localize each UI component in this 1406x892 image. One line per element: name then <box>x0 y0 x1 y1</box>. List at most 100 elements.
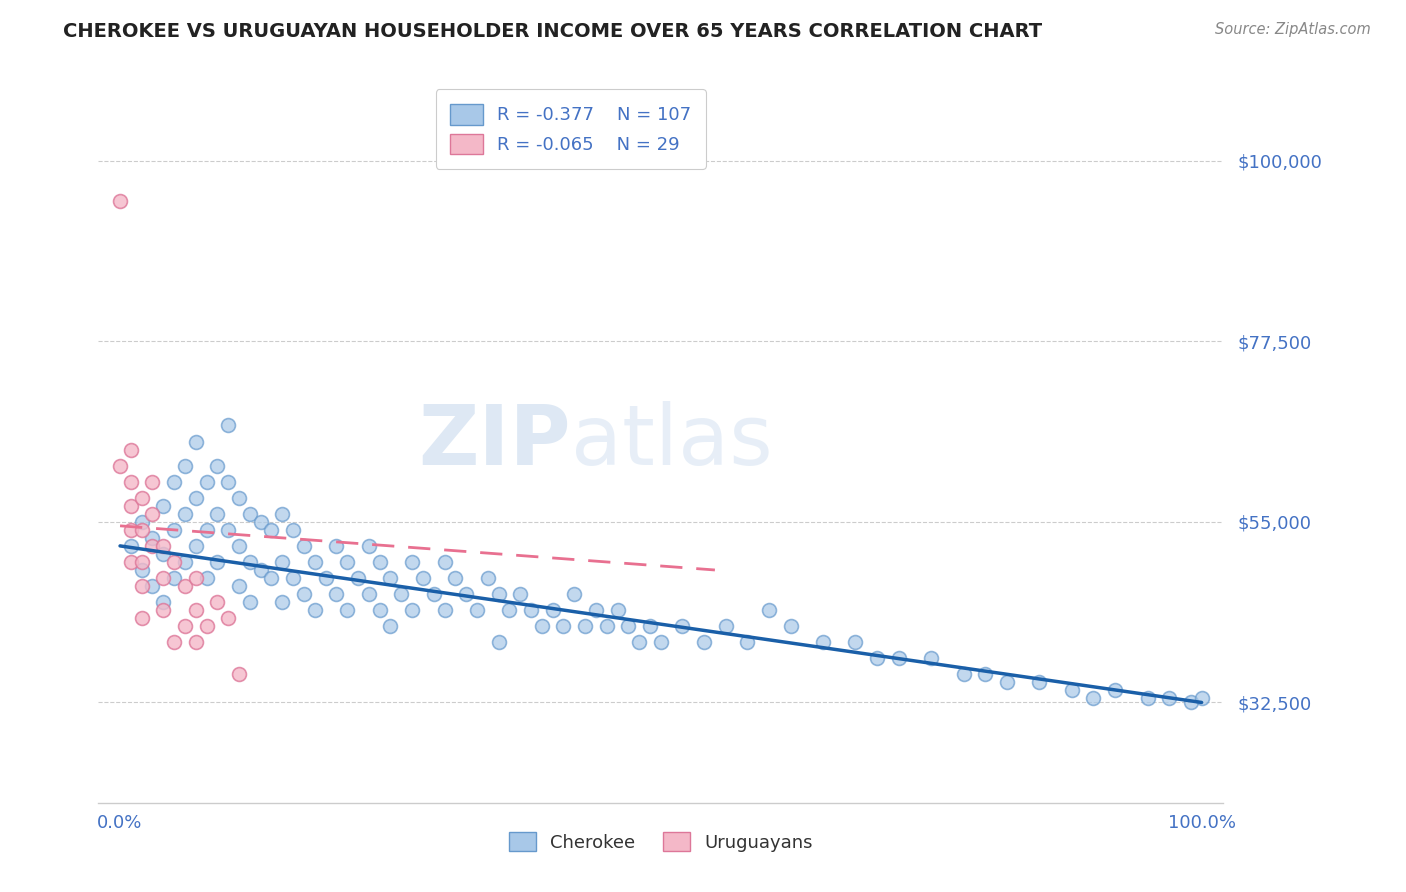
Point <box>174 507 197 521</box>
Point <box>574 619 596 633</box>
Point <box>174 458 197 473</box>
Point <box>1159 691 1181 706</box>
Text: ZIP: ZIP <box>419 401 571 482</box>
Point <box>920 651 942 665</box>
Point <box>292 539 315 553</box>
Point <box>628 635 651 649</box>
Point <box>887 651 910 665</box>
Point <box>357 539 380 553</box>
Point <box>1104 683 1126 698</box>
Point <box>758 603 780 617</box>
Point <box>228 539 250 553</box>
Point <box>217 418 239 433</box>
Point <box>368 603 391 617</box>
Point <box>131 491 153 505</box>
Point <box>141 507 163 521</box>
Point <box>737 635 759 649</box>
Point <box>368 555 391 569</box>
Point <box>207 555 229 569</box>
Point <box>779 619 801 633</box>
Point <box>184 603 207 617</box>
Point <box>498 603 520 617</box>
Point <box>380 619 402 633</box>
Point <box>304 603 326 617</box>
Point <box>163 555 186 569</box>
Point <box>163 571 186 585</box>
Point <box>357 587 380 601</box>
Point <box>108 194 131 208</box>
Point <box>553 619 575 633</box>
Point <box>714 619 737 633</box>
Point <box>184 635 207 649</box>
Point <box>336 603 359 617</box>
Point <box>120 442 142 457</box>
Point <box>131 579 153 593</box>
Point <box>217 475 239 489</box>
Point <box>281 523 304 537</box>
Point <box>174 619 197 633</box>
Point <box>152 603 174 617</box>
Point <box>207 507 229 521</box>
Point <box>131 523 153 537</box>
Point <box>131 555 153 569</box>
Point <box>811 635 834 649</box>
Point <box>195 571 218 585</box>
Text: atlas: atlas <box>571 401 772 482</box>
Point <box>541 603 564 617</box>
Point <box>488 635 510 649</box>
Point <box>844 635 866 649</box>
Point <box>152 571 174 585</box>
Point <box>217 611 239 625</box>
Point <box>1136 691 1159 706</box>
Point <box>401 555 423 569</box>
Point <box>120 555 142 569</box>
Point <box>131 563 153 577</box>
Point <box>433 603 456 617</box>
Point <box>520 603 543 617</box>
Point <box>336 555 359 569</box>
Point <box>163 475 186 489</box>
Text: CHEROKEE VS URUGUAYAN HOUSEHOLDER INCOME OVER 65 YEARS CORRELATION CHART: CHEROKEE VS URUGUAYAN HOUSEHOLDER INCOME… <box>63 22 1042 41</box>
Point <box>444 571 467 585</box>
Point <box>952 667 974 681</box>
Point <box>174 555 197 569</box>
Point <box>228 491 250 505</box>
Point <box>239 555 262 569</box>
Point <box>228 579 250 593</box>
Point <box>271 595 294 609</box>
Point <box>260 571 283 585</box>
Point <box>184 491 207 505</box>
Point <box>325 539 347 553</box>
Text: Source: ZipAtlas.com: Source: ZipAtlas.com <box>1215 22 1371 37</box>
Point <box>163 523 186 537</box>
Point <box>1180 696 1202 710</box>
Point <box>152 547 174 561</box>
Point <box>141 579 163 593</box>
Point <box>239 595 262 609</box>
Point <box>638 619 661 633</box>
Point <box>465 603 488 617</box>
Point <box>163 635 186 649</box>
Point <box>207 595 229 609</box>
Point <box>1191 691 1213 706</box>
Point <box>281 571 304 585</box>
Point <box>260 523 283 537</box>
Point <box>596 619 619 633</box>
Point <box>456 587 478 601</box>
Point <box>693 635 716 649</box>
Point <box>974 667 997 681</box>
Point <box>120 475 142 489</box>
Point <box>433 555 456 569</box>
Point <box>152 539 174 553</box>
Point <box>412 571 434 585</box>
Point <box>562 587 585 601</box>
Point <box>1083 691 1105 706</box>
Point <box>184 539 207 553</box>
Point <box>207 458 229 473</box>
Point <box>195 619 218 633</box>
Point <box>131 611 153 625</box>
Point <box>131 515 153 529</box>
Point <box>195 475 218 489</box>
Point <box>866 651 889 665</box>
Point <box>108 458 131 473</box>
